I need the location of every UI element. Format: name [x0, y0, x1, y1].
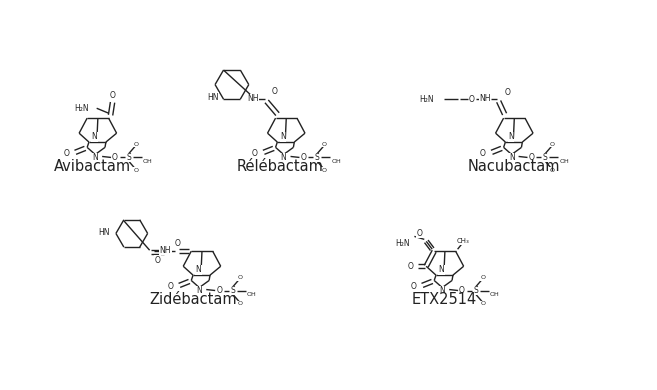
Text: O: O: [480, 149, 486, 158]
Text: N: N: [93, 153, 98, 162]
Text: O: O: [417, 229, 422, 238]
Text: S: S: [543, 153, 548, 162]
Text: O: O: [133, 168, 139, 173]
Text: Rélébactam: Rélébactam: [237, 158, 324, 174]
Text: O: O: [175, 239, 180, 248]
Text: OH: OH: [490, 292, 500, 297]
Text: O: O: [528, 153, 534, 162]
Text: S: S: [474, 286, 478, 295]
Text: NH: NH: [160, 246, 171, 255]
Text: O: O: [237, 301, 242, 306]
Text: ETX2514: ETX2514: [411, 292, 476, 307]
Text: O: O: [252, 149, 258, 158]
Text: CH₃: CH₃: [456, 238, 469, 244]
Text: O: O: [550, 142, 555, 147]
Text: O: O: [480, 301, 486, 306]
Text: N: N: [281, 153, 286, 162]
Text: O: O: [110, 91, 116, 100]
Text: O: O: [480, 275, 486, 280]
Text: N: N: [280, 132, 286, 141]
Text: Zidébactam: Zidébactam: [149, 292, 237, 307]
Text: N: N: [196, 286, 202, 295]
Text: O: O: [322, 168, 327, 173]
Text: N: N: [509, 153, 514, 162]
Text: O: O: [322, 142, 327, 147]
Text: O: O: [459, 286, 465, 295]
Text: O: O: [63, 149, 69, 158]
Text: O: O: [168, 282, 173, 291]
Text: HN: HN: [99, 228, 110, 237]
Text: O: O: [469, 95, 475, 104]
Text: OH: OH: [331, 159, 341, 164]
Text: N: N: [508, 132, 514, 141]
Text: S: S: [315, 153, 320, 162]
Text: O: O: [154, 255, 160, 264]
Text: O: O: [237, 275, 242, 280]
Text: S: S: [231, 286, 235, 295]
Text: Avibactam: Avibactam: [53, 158, 131, 174]
Text: O: O: [300, 153, 306, 162]
Text: N: N: [440, 286, 445, 295]
Text: N: N: [196, 265, 202, 274]
Text: O: O: [112, 153, 118, 162]
Text: O: O: [407, 262, 413, 271]
Text: O: O: [271, 87, 277, 96]
Text: H₂N: H₂N: [74, 104, 89, 113]
Text: OH: OH: [559, 159, 569, 164]
Text: O: O: [216, 286, 222, 295]
Text: N: N: [439, 265, 444, 274]
Text: N: N: [91, 132, 97, 141]
Text: OH: OH: [143, 159, 152, 164]
Text: H₂N: H₂N: [395, 239, 409, 248]
Text: S: S: [127, 153, 131, 162]
Text: Nacubactam: Nacubactam: [467, 158, 560, 174]
Text: NH: NH: [479, 94, 491, 103]
Text: O: O: [505, 88, 510, 97]
Text: NH: NH: [247, 94, 258, 103]
Text: HN: HN: [207, 93, 219, 102]
Text: O: O: [550, 168, 555, 173]
Text: H₂N: H₂N: [420, 95, 434, 104]
Text: OH: OH: [247, 292, 257, 297]
Text: O: O: [133, 142, 139, 147]
Text: O: O: [411, 282, 417, 291]
